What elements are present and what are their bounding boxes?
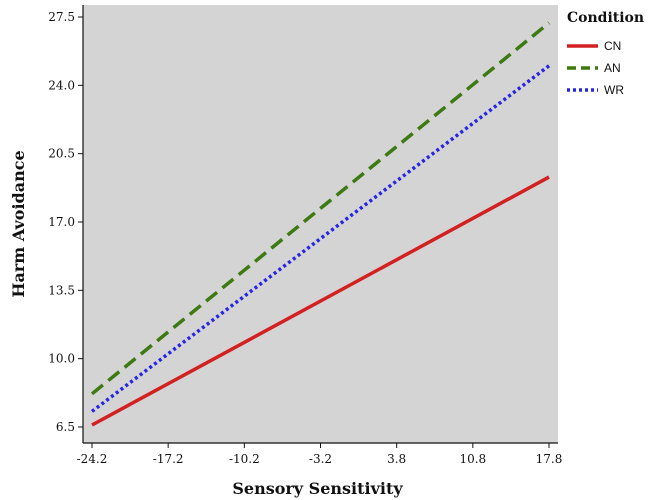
- series-line-cn: [91, 175, 550, 427]
- legend-title: Condition: [567, 10, 644, 26]
- legend-label-wr: WR: [604, 83, 624, 97]
- x-tick-label: -24.2: [77, 452, 108, 466]
- y-tick-label: 27.5: [48, 10, 75, 24]
- x-tick-label: 3.8: [387, 452, 406, 466]
- series-line-an: [90, 21, 551, 396]
- y-tick-label: 20.5: [48, 147, 75, 161]
- plot-background: [83, 5, 558, 443]
- legend: Condition CN AN WR: [567, 10, 644, 97]
- legend-label-cn: CN: [604, 39, 621, 53]
- x-tick-label: 10.8: [459, 452, 486, 466]
- series-layer: [90, 21, 551, 427]
- x-tick-label: -10.2: [229, 452, 260, 466]
- y-tick-label: 13.5: [48, 283, 75, 297]
- y-tick-label: 17.0: [48, 215, 75, 229]
- ticks-layer: -24.2 -17.2 -10.2 -3.2 3.8 10.8 17.8 6.5 10.0 13.…: [48, 10, 562, 466]
- x-tick-label: 17.8: [536, 452, 563, 466]
- x-tick-label: -17.2: [153, 452, 184, 466]
- legend-label-an: AN: [604, 61, 621, 75]
- y-tick-label: 6.5: [56, 420, 75, 434]
- y-tick-label: 24.0: [48, 78, 75, 92]
- x-axis-title: Sensory Sensitivity: [232, 479, 403, 498]
- x-tick-label: -3.2: [309, 452, 332, 466]
- y-tick-label: 10.0: [48, 352, 75, 366]
- y-axis-title: Harm Avoidance: [9, 150, 28, 297]
